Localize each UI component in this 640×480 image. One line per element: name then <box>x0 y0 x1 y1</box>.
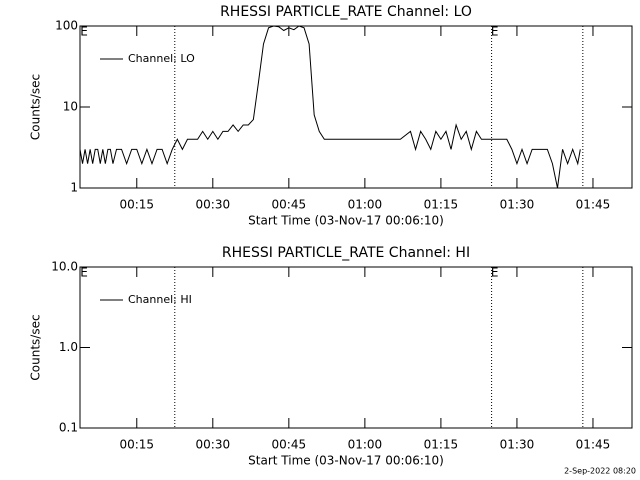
x-tick-label: 00:30 <box>196 198 231 212</box>
x-tick-label: 01:30 <box>500 438 535 452</box>
data-line <box>79 25 581 189</box>
x-tick-label: 00:45 <box>272 438 307 452</box>
x-tick-label: 00:15 <box>119 438 154 452</box>
y-tick-label: 10.0 <box>51 260 78 274</box>
x-tick-label: 00:45 <box>272 198 307 212</box>
x-tick-label: 01:15 <box>424 438 459 452</box>
y-axis-label: Counts/sec <box>29 74 43 140</box>
plot-frame <box>79 266 633 429</box>
x-tick-label: 01:30 <box>500 198 535 212</box>
y-tick-label: 0.1 <box>59 421 78 435</box>
x-tick-label: 00:30 <box>196 438 231 452</box>
x-tick-label: 01:45 <box>576 438 611 452</box>
legend-label: Channel: HI <box>128 293 192 306</box>
y-tick-label: 10 <box>63 100 78 114</box>
annotation: E <box>491 25 499 39</box>
y-tick-label: 1 <box>70 181 78 195</box>
legend-label: Channel: LO <box>128 52 195 65</box>
x-axis-label: Start Time (03-Nov-17 00:06:10) <box>248 454 444 468</box>
y-tick-label: 100 <box>55 19 78 33</box>
x-tick-label: 01:15 <box>424 198 459 212</box>
chart-title: RHESSI PARTICLE_RATE Channel: HI <box>222 245 470 261</box>
x-tick-label: 00:15 <box>119 198 154 212</box>
x-tick-label: 01:45 <box>576 198 611 212</box>
y-axis-label: Counts/sec <box>29 314 43 380</box>
x-tick-label: 01:00 <box>348 198 383 212</box>
annotation: E <box>80 25 88 39</box>
y-tick-label: 1.0 <box>59 340 78 354</box>
annotation: E <box>80 266 88 280</box>
timestamp: 2-Sep-2022 08:20 <box>564 467 636 476</box>
x-tick-label: 01:00 <box>348 438 383 452</box>
annotation: E <box>491 266 499 280</box>
chart-title: RHESSI PARTICLE_RATE Channel: LO <box>220 4 472 20</box>
x-axis-label: Start Time (03-Nov-17 00:06:10) <box>248 214 444 228</box>
plot-frame <box>79 25 633 189</box>
